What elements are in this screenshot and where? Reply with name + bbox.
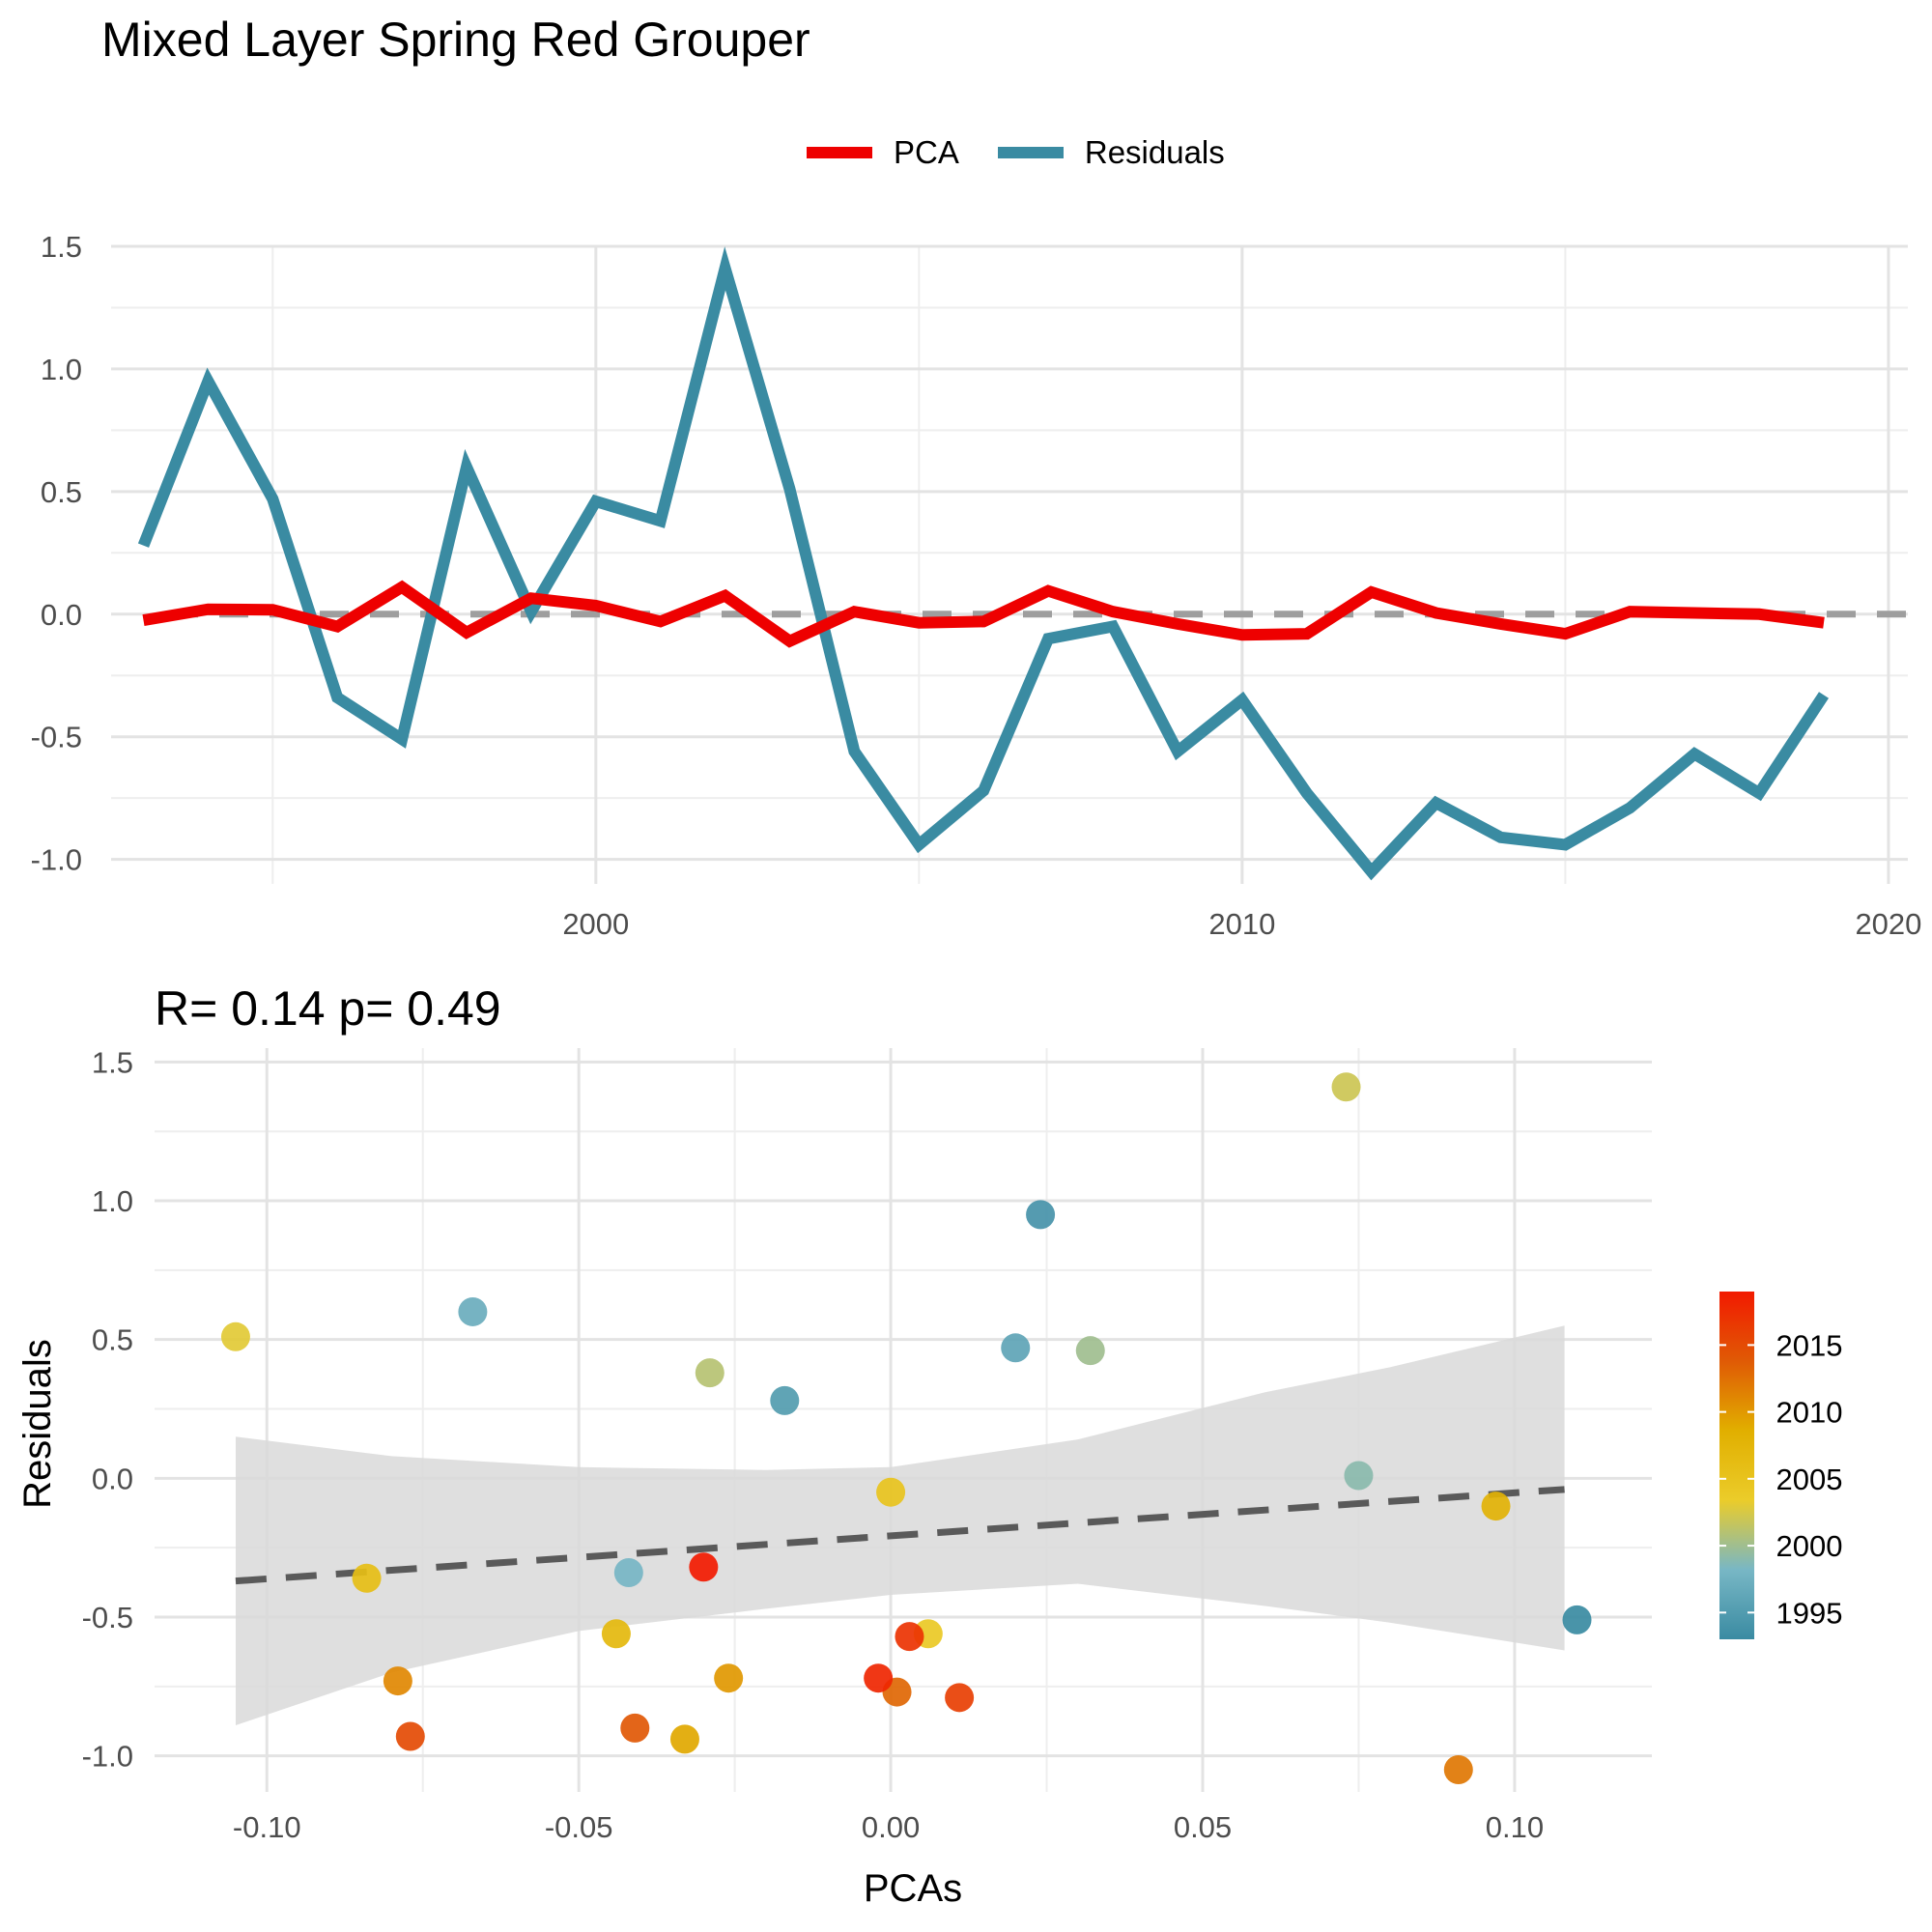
scatter-y-tick-label: 0.0 [92,1462,133,1495]
scatter-point [669,1724,699,1754]
scatter-x-tick-label: -0.05 [545,1810,613,1844]
time-series-panel: 1.5 1.0 0.5 0.0 -0.5 -1.0 2000 2010 2020 [31,230,1922,941]
scatter-point [1331,1072,1361,1102]
scatter-point [1344,1461,1374,1491]
scatter-point [1075,1336,1105,1366]
correlation-stats: R= 0.14 p= 0.49 [155,981,501,1036]
scatter-point [458,1296,488,1326]
scatter-x-tick-label: 0.00 [862,1810,920,1844]
scatter-y-tick-label: 0.5 [92,1323,133,1357]
confidence-ribbon [236,1325,1565,1725]
year-colorbar: 2015 2010 2005 2000 1995 [1719,1292,1842,1639]
scatter-point [1026,1200,1056,1230]
scatter-point [695,1358,724,1388]
x-axis-title: PCAs [864,1867,962,1910]
y-axis-title: Residuals [16,1339,59,1509]
scatter-panel: 1.5 1.0 0.5 0.0 -0.5 -1.0 -0.10 -0.05 0.00 0.05 0.… [16,1045,1652,1910]
scatter-point [1481,1492,1511,1521]
legend-label-pca: PCA [894,134,959,170]
scatter-point [1001,1333,1031,1363]
colorbar-tick-label: 2010 [1776,1396,1843,1430]
colorbar-tick-label: 1995 [1776,1596,1843,1630]
scatter-point [1443,1755,1473,1785]
scatter-point [620,1713,650,1743]
scatter-point [895,1622,924,1652]
top-y-tick-label: 1.0 [41,353,82,386]
scatter-point [864,1663,894,1693]
scatter-point [220,1321,250,1351]
top-y-tick-label: 0.0 [41,598,82,632]
legend-item-pca: PCA [807,134,959,171]
scatter-point [613,1558,643,1588]
scatter-x-tick-label: 0.05 [1174,1810,1232,1844]
scatter-point [352,1563,382,1593]
scatter-point [383,1666,412,1696]
legend-key-residuals [997,147,1064,158]
top-x-tick-label: 2020 [1855,907,1921,941]
series-line-pca [142,580,1825,648]
legend-key-pca [807,147,872,158]
top-y-tick-label: 1.5 [41,230,82,264]
top-y-tick-label: -0.5 [31,721,82,754]
colorbar-tick-label: 2005 [1776,1463,1843,1496]
scatter-y-tick-label: 1.0 [92,1184,133,1218]
scatter-x-tick-label: -0.10 [233,1810,301,1844]
series-line-residuals [137,246,1830,881]
scatter-x-tick-label: 0.10 [1486,1810,1544,1844]
legend-label-residuals: Residuals [1084,134,1225,170]
legend-item-residuals: Residuals [997,134,1225,171]
regression-fit-line [235,1486,1565,1585]
legend: PCA Residuals [807,131,1264,174]
top-y-tick-label: -1.0 [31,843,82,877]
scatter-point [395,1721,425,1751]
scatter-point [770,1385,800,1415]
scatter-point [714,1663,744,1693]
top-x-tick-label: 2010 [1208,907,1275,941]
chart-title: Mixed Layer Spring Red Grouper [101,13,810,67]
scatter-point [601,1619,631,1649]
scatter-point [876,1477,906,1507]
colorbar-tick-label: 2000 [1776,1529,1843,1563]
scatter-point [1562,1605,1592,1634]
scatter-y-tick-label: -0.5 [82,1601,133,1634]
scatter-point [689,1552,719,1582]
top-x-tick-label: 2000 [562,907,629,941]
scatter-y-tick-label: -1.0 [82,1740,133,1774]
top-y-tick-label: 0.5 [41,475,82,509]
scatter-point [945,1683,975,1713]
colorbar-gradient [1719,1292,1754,1639]
colorbar-tick-label: 2015 [1776,1328,1843,1362]
scatter-y-tick-label: 1.5 [92,1045,133,1079]
